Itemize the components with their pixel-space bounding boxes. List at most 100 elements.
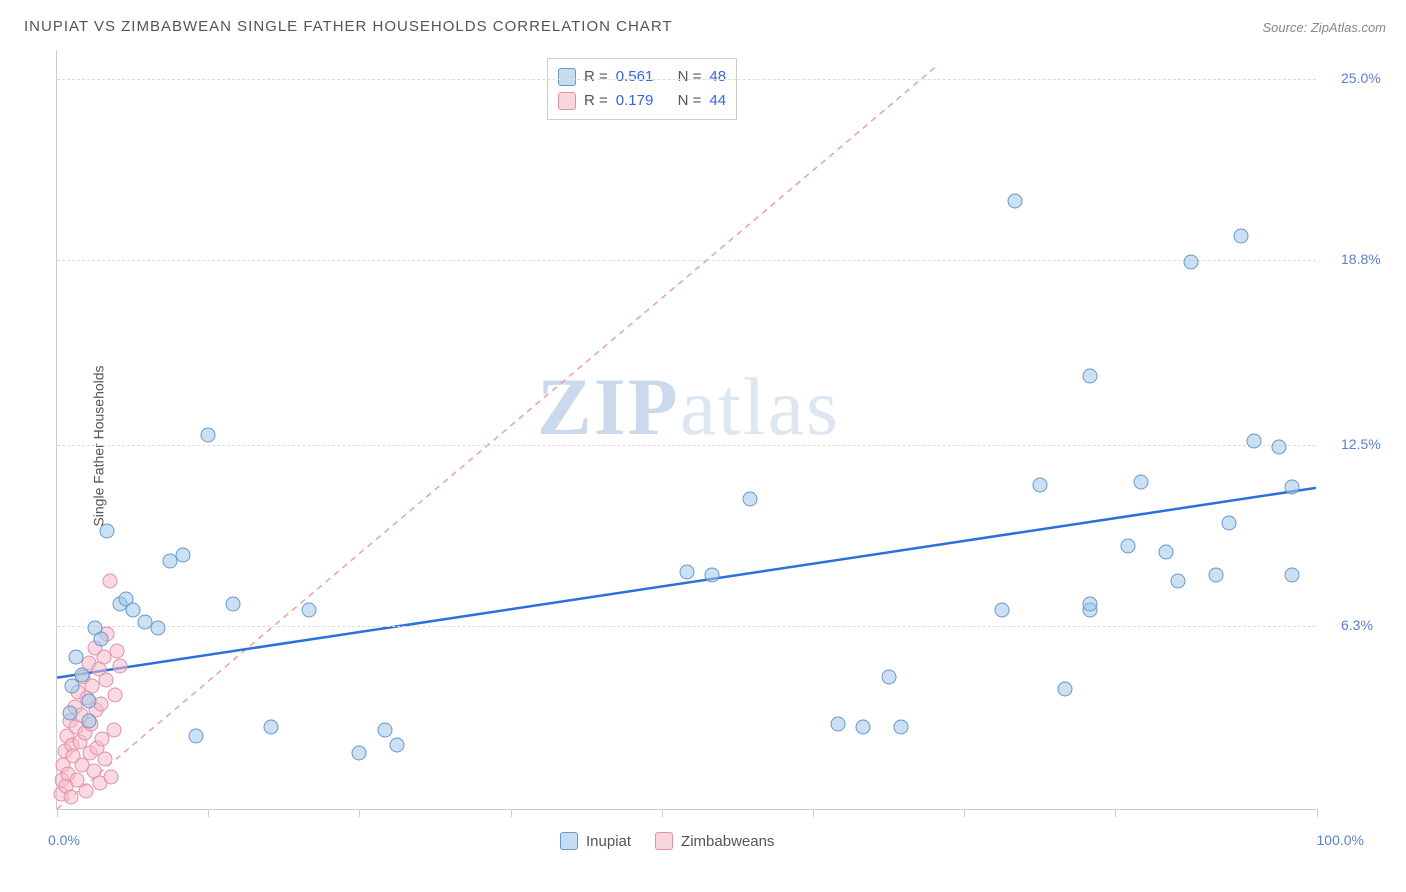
scatter-point (743, 492, 758, 507)
scatter-point (1209, 568, 1224, 583)
scatter-point (1284, 568, 1299, 583)
scatter-point (201, 427, 216, 442)
plot-area: ZIPatlas R = 0.561 N = 48 R = 0.179 N = … (56, 50, 1316, 810)
scatter-point (995, 603, 1010, 618)
r-label-a: R = (584, 65, 608, 89)
watermark-part2: atlas (680, 361, 840, 452)
watermark-part1: ZIP (537, 361, 680, 452)
scatter-point (125, 603, 140, 618)
gridline-h (57, 626, 1316, 627)
scatter-point (96, 650, 111, 665)
scatter-point (110, 644, 125, 659)
x-tick (208, 809, 209, 817)
gridline-h (57, 445, 1316, 446)
r-label-b: R = (584, 89, 608, 113)
legend-swatch-a-icon (560, 832, 578, 850)
x-tick (511, 809, 512, 817)
y-tick-label: 18.8% (1341, 251, 1381, 267)
x-tick (359, 809, 360, 817)
scatter-point (1158, 544, 1173, 559)
scatter-point (100, 524, 115, 539)
watermark: ZIPatlas (537, 360, 840, 454)
gridline-h (57, 79, 1316, 80)
r-value-a: 0.561 (616, 65, 654, 89)
scatter-point (352, 746, 367, 761)
y-tick-label: 12.5% (1341, 436, 1381, 452)
scatter-point (1083, 369, 1098, 384)
scatter-point (78, 784, 93, 799)
scatter-point (63, 790, 78, 805)
legend-item-a: Inupiat (560, 832, 631, 850)
legend-item-b: Zimbabweans (655, 832, 774, 850)
scatter-point (264, 720, 279, 735)
scatter-point (1032, 477, 1047, 492)
scatter-point (176, 547, 191, 562)
scatter-point (1234, 229, 1249, 244)
n-value-b: 44 (709, 89, 726, 113)
scatter-point (94, 632, 109, 647)
legend-swatch-b-icon (655, 832, 673, 850)
n-value-a: 48 (709, 65, 726, 89)
n-label-a: N = (678, 65, 702, 89)
legend-stats-row-b: R = 0.179 N = 44 (558, 89, 726, 113)
scatter-point (1272, 439, 1287, 454)
scatter-point (188, 728, 203, 743)
scatter-point (894, 720, 909, 735)
scatter-point (680, 565, 695, 580)
scatter-point (104, 769, 119, 784)
scatter-point (302, 603, 317, 618)
scatter-point (1058, 682, 1073, 697)
scatter-point (705, 568, 720, 583)
n-label-b: N = (678, 89, 702, 113)
scatter-point (390, 737, 405, 752)
scatter-point (97, 752, 112, 767)
swatch-a-icon (558, 68, 576, 86)
legend-label-b: Zimbabweans (681, 833, 774, 850)
y-tick-label: 25.0% (1341, 70, 1381, 86)
source-attribution: Source: ZipAtlas.com (1262, 20, 1386, 35)
scatter-point (226, 597, 241, 612)
scatter-point (113, 658, 128, 673)
y-tick-label: 6.3% (1341, 617, 1373, 633)
x-tick (1115, 809, 1116, 817)
scatter-point (1247, 433, 1262, 448)
legend-stats: R = 0.561 N = 48 R = 0.179 N = 44 (547, 58, 737, 120)
scatter-point (85, 679, 100, 694)
trend-lines-svg (57, 50, 1316, 809)
scatter-point (81, 714, 96, 729)
legend-label-a: Inupiat (586, 833, 631, 850)
scatter-point (68, 650, 83, 665)
scatter-point (75, 667, 90, 682)
scatter-point (99, 673, 114, 688)
trend-line-b (57, 65, 938, 809)
scatter-point (1184, 255, 1199, 270)
scatter-point (1133, 474, 1148, 489)
scatter-point (1171, 574, 1186, 589)
scatter-point (1083, 597, 1098, 612)
scatter-point (81, 693, 96, 708)
gridline-h (57, 260, 1316, 261)
x-tick (57, 809, 58, 817)
scatter-point (881, 670, 896, 685)
x-tick (813, 809, 814, 817)
scatter-point (106, 723, 121, 738)
x-tick (964, 809, 965, 817)
x-tick (1317, 809, 1318, 817)
x-tick-0: 0.0% (48, 832, 80, 848)
scatter-point (856, 720, 871, 735)
scatter-point (1121, 538, 1136, 553)
legend-stats-row-a: R = 0.561 N = 48 (558, 65, 726, 89)
x-tick (662, 809, 663, 817)
r-value-b: 0.179 (616, 89, 654, 113)
scatter-point (831, 717, 846, 732)
legend-series: Inupiat Zimbabweans (560, 832, 774, 850)
swatch-b-icon (558, 92, 576, 110)
x-tick-100: 100.0% (1317, 832, 1364, 848)
scatter-point (1007, 194, 1022, 209)
scatter-point (107, 688, 122, 703)
scatter-point (62, 705, 77, 720)
scatter-point (1284, 480, 1299, 495)
scatter-point (150, 620, 165, 635)
chart-title: INUPIAT VS ZIMBABWEAN SINGLE FATHER HOUS… (24, 18, 673, 35)
scatter-point (1221, 515, 1236, 530)
